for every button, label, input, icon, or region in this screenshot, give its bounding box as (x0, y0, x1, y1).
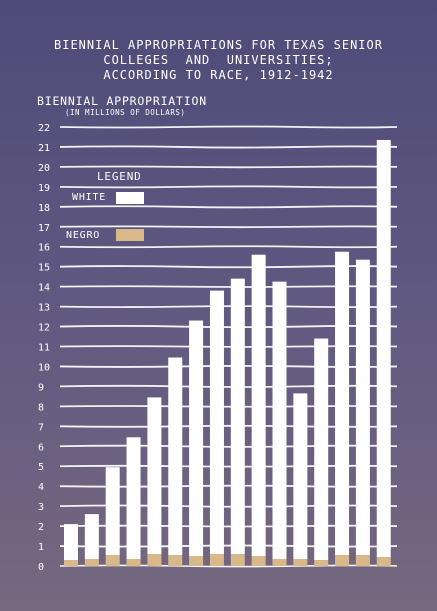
y-axis-label: BIENNIAL APPROPRIATION (37, 94, 207, 108)
gridline (59, 205, 398, 209)
y-tick-label: 2 (38, 522, 44, 533)
y-tick-label: 20 (38, 163, 50, 174)
bar-white (189, 320, 204, 557)
bar-white (230, 278, 245, 555)
bar-white (105, 467, 120, 556)
bar-white (293, 393, 308, 560)
gridline (59, 265, 398, 269)
y-tick-label: 22 (38, 123, 50, 134)
bar-negro (335, 555, 350, 566)
bar-white (126, 437, 141, 560)
y-tick-label: 12 (38, 323, 50, 334)
bar-white (335, 251, 350, 556)
y-tick-label: 21 (38, 143, 50, 154)
y-axis-unit: (IN MILLIONS OF DOLLARS) (65, 108, 186, 117)
gridline (59, 185, 398, 189)
legend-label-white: WHITE (72, 192, 107, 203)
y-tick-label: 6 (38, 442, 44, 453)
bar-white (314, 338, 329, 561)
bar-white (209, 290, 224, 555)
bar-negro (230, 554, 245, 566)
gridline (59, 165, 398, 169)
y-tick-label: 13 (38, 303, 50, 314)
y-tick-label: 16 (38, 243, 50, 254)
bar-negro (376, 557, 391, 566)
bar-white (251, 254, 266, 557)
bar-negro (272, 559, 287, 566)
y-tick-label: 5 (38, 462, 44, 473)
bar-negro (168, 555, 183, 566)
bar-negro (126, 559, 141, 566)
y-tick-label: 9 (38, 382, 44, 393)
y-tick-label: 17 (38, 223, 50, 234)
y-tick-label: 8 (38, 402, 44, 413)
legend-label-negro: NEGRO (66, 230, 101, 241)
bar-negro (105, 555, 120, 566)
y-tick-label: 14 (38, 283, 50, 294)
y-tick-label: 0 (38, 562, 44, 573)
gridline (59, 245, 398, 249)
legend-swatch-negro (116, 229, 144, 241)
y-tick-label: 3 (38, 502, 44, 513)
y-tick-label: 18 (38, 203, 50, 214)
bar-white (272, 281, 287, 560)
bar-white (147, 397, 162, 555)
chart-title-line-1: BIENNIAL APPROPRIATIONS FOR TEXAS SENIOR (54, 38, 383, 52)
y-tick-label: 11 (38, 343, 50, 354)
bar-white (84, 514, 99, 560)
chart-title-line-3: ACCORDING TO RACE, 1912-1942 (103, 68, 334, 82)
bar-negro (64, 560, 78, 566)
bar-negro (84, 559, 99, 566)
bar-negro (147, 554, 162, 566)
bar-negro (209, 554, 224, 566)
bar-white (64, 524, 78, 561)
bar-negro (355, 555, 370, 566)
y-tick-label: 4 (38, 482, 44, 493)
bar-negro (293, 559, 308, 566)
gridline (59, 225, 398, 229)
bar-white (168, 357, 183, 556)
bar-negro (314, 560, 329, 566)
chart-title-line-2: COLLEGES AND UNIVERSITIES; (103, 53, 334, 67)
y-tick-label: 15 (38, 263, 50, 274)
y-tick-label: 1 (38, 542, 44, 553)
bar-negro (251, 556, 266, 566)
bar-negro (189, 556, 204, 566)
legend-swatch-white (116, 192, 144, 204)
gridline (59, 125, 398, 129)
y-tick-label: 7 (38, 422, 44, 433)
chart-title: BIENNIAL APPROPRIATIONS FOR TEXAS SENIOR… (0, 38, 437, 83)
y-tick-label: 10 (38, 362, 50, 373)
y-tick-label: 19 (38, 183, 50, 194)
gridline (59, 145, 398, 149)
bar-white (355, 259, 370, 556)
legend-title: LEGEND (97, 170, 142, 183)
bar-white (376, 139, 391, 558)
